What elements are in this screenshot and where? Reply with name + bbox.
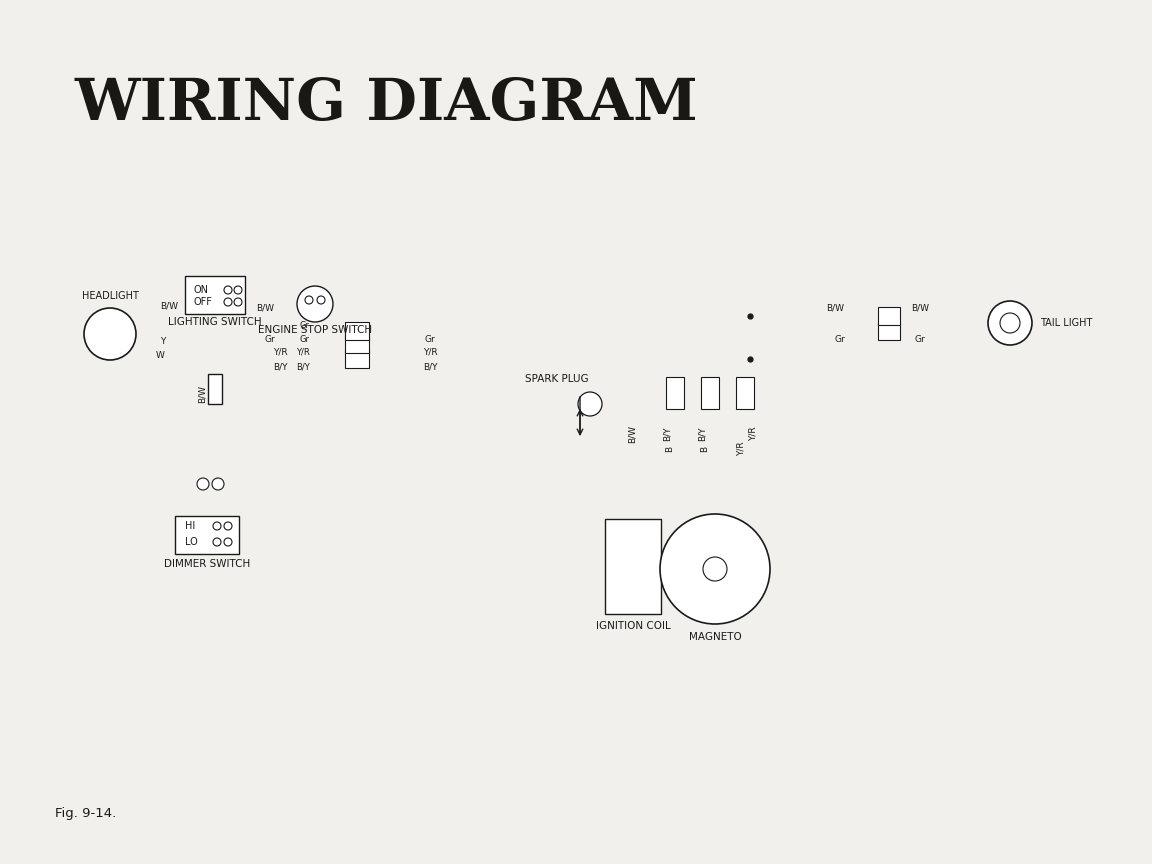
Text: MAGNETO: MAGNETO [689, 632, 742, 642]
Text: ON: ON [194, 285, 209, 295]
Circle shape [213, 522, 221, 530]
Bar [878, 307, 900, 325]
Text: ENGINE STOP SWITCH: ENGINE STOP SWITCH [258, 325, 372, 335]
Text: B/W: B/W [256, 303, 274, 313]
PathPatch shape [50, 0, 1152, 64]
Text: B: B [700, 446, 710, 452]
Text: B/Y: B/Y [662, 427, 672, 442]
Circle shape [305, 296, 313, 304]
Text: Y/R: Y/R [296, 347, 310, 357]
Text: W: W [156, 352, 165, 360]
Bar [79, 264, 1152, 864]
Circle shape [84, 308, 136, 360]
Text: B/Y: B/Y [423, 363, 438, 372]
Text: Fig. 9-14.: Fig. 9-14. [55, 808, 116, 821]
Circle shape [213, 538, 221, 546]
Text: B/W: B/W [160, 302, 179, 310]
Circle shape [197, 478, 209, 490]
Bar [209, 374, 222, 404]
Text: DIMMER SWITCH: DIMMER SWITCH [164, 559, 250, 569]
Bar [344, 335, 369, 353]
Bar [344, 350, 369, 368]
Bar [344, 322, 369, 340]
Text: TAIL LIGHT: TAIL LIGHT [1040, 318, 1092, 328]
Text: SPARK PLUG: SPARK PLUG [525, 374, 589, 384]
Circle shape [1000, 313, 1020, 333]
Text: HARNESS ROUTING: HARNESS ROUTING [698, 142, 942, 166]
Polygon shape [500, 0, 1152, 74]
Text: Gr: Gr [425, 334, 435, 344]
Circle shape [223, 286, 232, 294]
Text: B/W: B/W [911, 303, 929, 313]
Text: Gr: Gr [915, 334, 925, 344]
Text: Y/R: Y/R [749, 427, 758, 442]
Text: Gr: Gr [300, 334, 310, 344]
Bar [736, 377, 755, 409]
Text: B/W: B/W [628, 425, 637, 443]
Text: LO: LO [185, 537, 198, 547]
Text: B/Y: B/Y [273, 363, 287, 372]
Circle shape [223, 538, 232, 546]
Bar [175, 516, 238, 554]
Text: B/Y: B/Y [296, 363, 310, 372]
Bar [878, 322, 900, 340]
Polygon shape [0, 0, 120, 24]
Text: B/Y: B/Y [697, 427, 706, 442]
Text: Gr: Gr [835, 334, 846, 344]
Bar [185, 276, 245, 314]
Text: Y/R: Y/R [273, 347, 287, 357]
Circle shape [234, 298, 242, 306]
Text: HI: HI [185, 521, 195, 531]
Text: B/W: B/W [826, 303, 844, 313]
Bar [702, 377, 719, 409]
Circle shape [988, 301, 1032, 345]
Text: Y/R: Y/R [423, 347, 438, 357]
Circle shape [703, 557, 727, 581]
Text: WIRING DIAGRAM: WIRING DIAGRAM [75, 76, 699, 132]
Circle shape [317, 296, 325, 304]
Text: Gr: Gr [300, 321, 310, 331]
Circle shape [223, 298, 232, 306]
Bar [605, 519, 661, 614]
Circle shape [660, 514, 770, 624]
Text: HEADLIGHT: HEADLIGHT [82, 291, 138, 301]
Circle shape [578, 392, 602, 416]
Text: Y: Y [160, 338, 166, 346]
Text: B/W: B/W [198, 385, 207, 403]
Circle shape [223, 522, 232, 530]
Text: OFF: OFF [194, 297, 212, 307]
Text: Y/R: Y/R [736, 442, 745, 456]
Text: CHASSIS: CHASSIS [514, 139, 646, 168]
Bar [666, 377, 684, 409]
Bar [79, 0, 1152, 314]
Circle shape [212, 478, 223, 490]
Circle shape [234, 286, 242, 294]
Circle shape [297, 286, 333, 322]
Text: B: B [666, 446, 675, 452]
Text: Gr: Gr [265, 334, 275, 344]
Text: IGNITION COIL: IGNITION COIL [596, 621, 670, 631]
Text: LIGHTING SWITCH: LIGHTING SWITCH [168, 317, 262, 327]
